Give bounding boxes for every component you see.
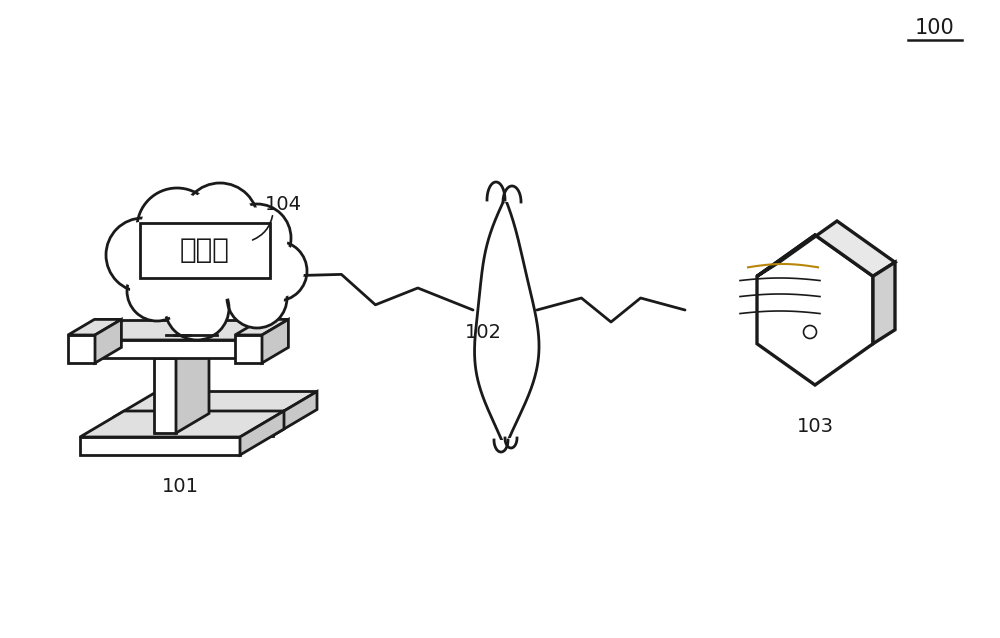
Circle shape (110, 221, 176, 288)
Circle shape (230, 271, 284, 325)
Polygon shape (235, 320, 288, 335)
Text: 控制器: 控制器 (180, 237, 230, 265)
Circle shape (141, 192, 213, 264)
Polygon shape (140, 223, 270, 278)
Polygon shape (113, 417, 273, 436)
Ellipse shape (132, 225, 278, 300)
Circle shape (804, 325, 816, 339)
Polygon shape (240, 320, 273, 358)
Text: 100: 100 (915, 18, 955, 38)
Circle shape (250, 244, 304, 298)
Circle shape (130, 264, 184, 318)
Circle shape (182, 183, 258, 259)
Circle shape (226, 207, 288, 269)
Polygon shape (154, 339, 209, 358)
Circle shape (137, 188, 217, 268)
Text: 103: 103 (796, 417, 834, 436)
Polygon shape (113, 392, 317, 417)
Polygon shape (475, 198, 539, 448)
Circle shape (247, 241, 307, 301)
Text: 101: 101 (161, 477, 198, 496)
Polygon shape (757, 221, 895, 276)
Polygon shape (262, 320, 288, 363)
Ellipse shape (127, 221, 283, 306)
Polygon shape (154, 358, 176, 433)
Polygon shape (68, 335, 95, 363)
Polygon shape (90, 340, 240, 358)
Polygon shape (90, 320, 273, 340)
Polygon shape (494, 440, 508, 452)
Polygon shape (68, 320, 121, 335)
Polygon shape (487, 182, 505, 200)
Polygon shape (176, 339, 209, 433)
Circle shape (165, 276, 229, 340)
Polygon shape (505, 438, 517, 448)
Circle shape (168, 279, 226, 337)
Circle shape (106, 218, 180, 292)
Circle shape (127, 261, 187, 321)
Text: 102: 102 (464, 323, 502, 343)
Polygon shape (503, 186, 521, 202)
Polygon shape (235, 335, 262, 363)
Polygon shape (273, 392, 317, 436)
Polygon shape (95, 320, 121, 363)
Polygon shape (873, 262, 895, 344)
Circle shape (186, 187, 254, 255)
Polygon shape (240, 411, 284, 455)
Circle shape (227, 268, 287, 328)
Polygon shape (80, 437, 240, 455)
Text: 104: 104 (264, 195, 302, 214)
Circle shape (223, 204, 291, 272)
Polygon shape (80, 411, 284, 437)
Polygon shape (757, 235, 873, 385)
